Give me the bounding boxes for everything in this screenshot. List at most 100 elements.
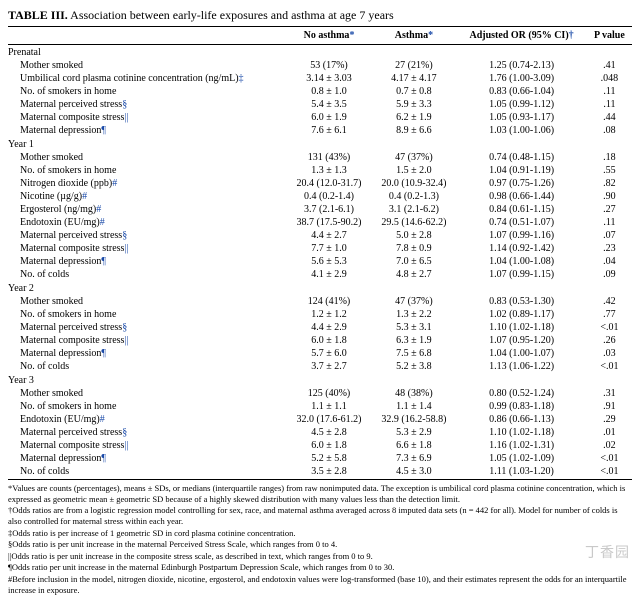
- cell: .26: [587, 334, 632, 347]
- cell: 6.2 ± 1.9: [371, 111, 456, 124]
- cell: .23: [587, 242, 632, 255]
- section-row: Year 3: [8, 373, 632, 387]
- cell: 4.4 ± 2.9: [287, 321, 372, 334]
- table-row: Maternal perceived stress§4.4 ± 2.95.3 ±…: [8, 321, 632, 334]
- table-title: TABLE III. Association between early-lif…: [8, 8, 632, 23]
- cell: 4.1 ± 2.9: [287, 268, 372, 281]
- table-title-text: Association between early-life exposures…: [68, 8, 394, 22]
- footnote-symbol[interactable]: ||: [124, 440, 128, 451]
- footnote-symbol[interactable]: #: [112, 178, 117, 189]
- row-label: Maternal perceived stress§: [8, 426, 287, 439]
- cell: .11: [587, 216, 632, 229]
- cell: 1.07 (0.95-1.20): [456, 334, 586, 347]
- table-row: Maternal composite stress||6.0 ± 1.96.2 …: [8, 111, 632, 124]
- row-label: Maternal perceived stress§: [8, 98, 287, 111]
- row-label: No. of smokers in home: [8, 400, 287, 413]
- footnote-symbol[interactable]: #: [96, 204, 101, 215]
- row-label: Maternal depression¶: [8, 347, 287, 360]
- cell: .11: [587, 98, 632, 111]
- footnote-line: *Values are counts (percentages), means …: [8, 483, 632, 504]
- row-label: Mother smoked: [8, 59, 287, 72]
- cell: 4.5 ± 3.0: [371, 465, 456, 480]
- cell: 1.76 (1.00-3.09): [456, 72, 586, 85]
- footnote-symbol[interactable]: §: [122, 99, 127, 110]
- cell: 6.0 ± 1.8: [287, 334, 372, 347]
- cell: .90: [587, 190, 632, 203]
- cell: 6.0 ± 1.8: [287, 439, 372, 452]
- col-header-no-asthma: No asthma*: [287, 27, 372, 45]
- cell: .07: [587, 229, 632, 242]
- table-row: Maternal perceived stress§4.4 ± 2.75.0 ±…: [8, 229, 632, 242]
- table-row: Ergosterol (ng/mg)#3.7 (2.1-6.1)3.1 (2.1…: [8, 203, 632, 216]
- table-row: No. of colds4.1 ± 2.94.8 ± 2.71.07 (0.99…: [8, 268, 632, 281]
- footnote-symbol[interactable]: ¶: [101, 256, 106, 267]
- table-row: No. of colds3.7 ± 2.75.2 ± 3.81.13 (1.06…: [8, 360, 632, 373]
- row-label: Endotoxin (EU/mg)#: [8, 216, 287, 229]
- table-row: Endotoxin (EU/mg)#32.0 (17.6-61.2)32.9 (…: [8, 413, 632, 426]
- cell: 3.7 (2.1-6.1): [287, 203, 372, 216]
- cell: 3.1 (2.1-6.2): [371, 203, 456, 216]
- cell: 5.6 ± 5.3: [287, 255, 372, 268]
- cell: 3.7 ± 2.7: [287, 360, 372, 373]
- cell: 0.8 ± 1.0: [287, 85, 372, 98]
- cell: 5.3 ± 2.9: [371, 426, 456, 439]
- table-row: Maternal depression¶5.6 ± 5.37.0 ± 6.51.…: [8, 255, 632, 268]
- footnote-symbol[interactable]: ‡: [239, 73, 244, 84]
- footnote-symbol[interactable]: §: [122, 322, 127, 333]
- footnote-symbol[interactable]: #: [100, 414, 105, 425]
- cell: 5.3 ± 3.1: [371, 321, 456, 334]
- cell: .82: [587, 177, 632, 190]
- row-label: Umbilical cord plasma cotinine concentra…: [8, 72, 287, 85]
- header-sym-2[interactable]: *: [428, 30, 433, 41]
- footnote-symbol[interactable]: #: [100, 217, 105, 228]
- table-title-prefix: TABLE III.: [8, 8, 68, 22]
- cell: 1.05 (0.93-1.17): [456, 111, 586, 124]
- footnote-line: ‡Odds ratio is per increase of 1 geometr…: [8, 528, 632, 539]
- cell: .02: [587, 439, 632, 452]
- col-header-asthma: Asthma*: [371, 27, 456, 45]
- cell: 0.80 (0.52-1.24): [456, 387, 586, 400]
- cell: 0.4 (0.2-1.3): [371, 190, 456, 203]
- table-row: Nitrogen dioxide (ppb)#20.4 (12.0-31.7)2…: [8, 177, 632, 190]
- footnote-symbol[interactable]: ||: [124, 112, 128, 123]
- cell: 3.14 ± 3.03: [287, 72, 372, 85]
- row-label: Maternal depression¶: [8, 124, 287, 137]
- footnote-symbol[interactable]: ||: [124, 243, 128, 254]
- section-row: Year 1: [8, 137, 632, 151]
- cell: .11: [587, 85, 632, 98]
- cell: .08: [587, 124, 632, 137]
- footnote-symbol[interactable]: ¶: [101, 453, 106, 464]
- footnote-symbol[interactable]: ¶: [101, 348, 106, 359]
- cell: .048: [587, 72, 632, 85]
- cell: .18: [587, 151, 632, 164]
- header-sym-3[interactable]: †: [569, 30, 574, 41]
- footnote-symbol[interactable]: #: [82, 191, 87, 202]
- row-label: Mother smoked: [8, 295, 287, 308]
- footnote-symbol[interactable]: §: [122, 230, 127, 241]
- footnote-symbol[interactable]: ¶: [101, 125, 106, 136]
- cell: 4.4 ± 2.7: [287, 229, 372, 242]
- cell: 1.07 (0.99-1.16): [456, 229, 586, 242]
- col-header-or: Adjusted OR (95% CI)†: [456, 27, 586, 45]
- cell: 1.03 (1.00-1.06): [456, 124, 586, 137]
- footnote-symbol[interactable]: ||: [124, 335, 128, 346]
- cell: 1.04 (1.00-1.08): [456, 255, 586, 268]
- footnote-symbol[interactable]: §: [122, 427, 127, 438]
- cell: 1.2 ± 1.2: [287, 308, 372, 321]
- footnotes: *Values are counts (percentages), means …: [8, 483, 632, 595]
- footnote-line: §Odds ratio is per unit increase in the …: [8, 539, 632, 550]
- header-sym-1[interactable]: *: [349, 30, 354, 41]
- table-row: Maternal composite stress||6.0 ± 1.86.3 …: [8, 334, 632, 347]
- row-label: Maternal perceived stress§: [8, 229, 287, 242]
- cell: .29: [587, 413, 632, 426]
- cell: 0.99 (0.83-1.18): [456, 400, 586, 413]
- cell: 1.13 (1.06-1.22): [456, 360, 586, 373]
- table-row: Nicotine (µg/g)#0.4 (0.2-1.4)0.4 (0.2-1.…: [8, 190, 632, 203]
- table-row: Mother smoked124 (41%)47 (37%)0.83 (0.53…: [8, 295, 632, 308]
- col-header-p: P value: [587, 27, 632, 45]
- cell: 4.5 ± 2.8: [287, 426, 372, 439]
- cell: 5.9 ± 3.3: [371, 98, 456, 111]
- cell: 1.1 ± 1.4: [371, 400, 456, 413]
- footnote-line: #Before inclusion in the model, nitrogen…: [8, 574, 632, 595]
- table-row: No. of smokers in home1.1 ± 1.11.1 ± 1.4…: [8, 400, 632, 413]
